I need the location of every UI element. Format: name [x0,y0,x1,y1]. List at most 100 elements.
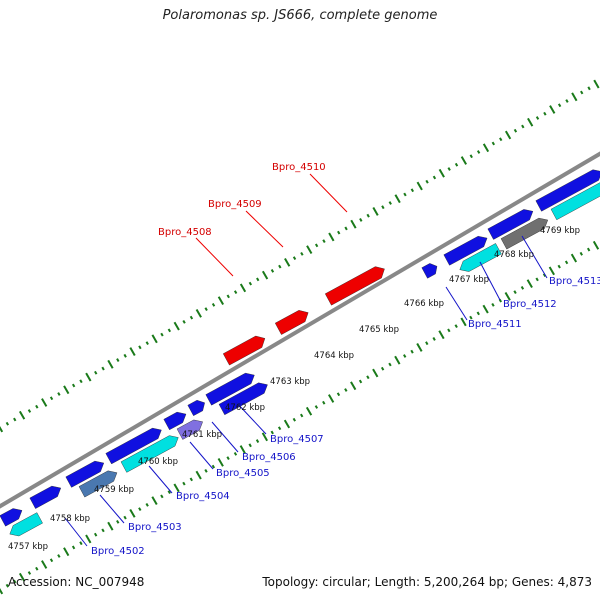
gene-arrow [65,460,105,488]
gc-tick [520,285,525,290]
gc-tick [0,425,4,433]
accession-text: Accession: NC_007948 [8,575,145,589]
gc-tick [454,324,458,329]
gc-tick [41,560,48,569]
gc-tick [476,150,481,154]
gc-tick [403,354,407,358]
gc-tick [460,156,468,165]
gc-tick [195,308,202,318]
gc-tick [204,307,208,311]
gc-tick [571,92,578,102]
gc-tick [366,375,370,380]
gc-tick [35,404,39,409]
gc-tick [425,341,429,346]
gc-tick [57,392,61,396]
gc-tick [255,439,260,443]
gc-tick [447,167,451,171]
gene-arrow [421,263,438,279]
gene-arrow [120,435,179,473]
gc-tick [403,192,407,197]
gc-tick [85,372,92,382]
gc-tick [278,264,282,269]
gc-tick [256,277,260,282]
gc-tick [13,417,17,422]
gc-tick [116,520,120,524]
gene-arrow [459,243,502,272]
kbp-label: 4760 kbp [138,457,178,467]
gc-tick [432,175,437,180]
gc-tick [107,521,114,531]
gc-tick [447,328,451,333]
gc-tick [388,201,392,205]
gc-tick [270,269,275,273]
gc-tick [248,281,253,286]
gene-arrow [187,399,205,416]
gc-tick [535,116,540,120]
gc-tick [366,213,370,218]
gc-tick [123,353,127,358]
gc-tick [570,253,578,263]
gene-label-bpro-4506: Bpro_4506 [242,452,296,463]
gene-arrow [500,217,549,250]
gene-label-bpro-4504: Bpro_4504 [176,491,230,502]
gc-tick [5,421,10,426]
leader-bpro-4506 [211,421,239,453]
kbp-label: 4763 kbp [270,377,310,387]
gc-tick [226,294,230,299]
gc-tick [248,443,252,448]
gc-tick [189,477,193,482]
gene-label-bpro-4508: Bpro_4508 [158,227,212,238]
kbp-label: 4766 kbp [404,299,444,309]
gc-tick [217,296,225,306]
gc-tick [300,252,304,256]
gc-tick [432,337,436,341]
gc-tick [160,332,164,337]
gc-tick [306,245,313,255]
gc-tick [49,558,54,563]
gc-tick [167,490,171,495]
gene-label-bpro-4502: Bpro_4502 [91,546,145,557]
gc-tick [344,388,348,392]
gene-arrow [550,182,600,221]
genome-summary-text: Topology: circular; Length: 5,200,264 bp… [262,575,592,589]
gc-tick [49,396,54,401]
gc-tick [482,304,489,314]
gc-tick [336,392,341,397]
leader-bpro-4507 [235,401,267,435]
gc-tick [491,141,496,146]
gc-tick [350,381,357,391]
gc-tick [300,413,304,418]
gene-label-bpro-4503: Bpro_4503 [128,522,182,533]
gc-tick [579,251,583,256]
gc-tick [337,230,341,235]
gc-tick [233,451,238,456]
gc-tick [460,317,467,327]
gc-tick [217,457,224,467]
gc-tick [549,105,556,114]
gc-tick [123,515,127,520]
gene-arrow [176,419,203,440]
genome-backbone [0,151,600,509]
gc-skew-ticks [0,79,600,595]
kbp-label: 4757 kbp [8,542,48,552]
gc-tick [211,302,216,307]
gc-tick [292,256,297,261]
gene-arrow [163,411,187,431]
gc-tick [305,406,313,416]
gene-label-bpro-4505: Bpro_4505 [216,468,270,479]
gc-tick [344,226,348,231]
gene-arrow [29,485,62,509]
gc-tick [587,86,591,91]
gc-tick [499,137,503,142]
gc-tick [57,554,61,558]
gc-tick [314,405,319,409]
gc-tick [233,290,238,295]
gc-tick [138,507,142,512]
gc-tick [226,456,230,460]
gc-tick [71,383,76,388]
gc-tick [292,417,296,422]
gc-tick [416,343,423,352]
gc-tick [129,347,136,356]
